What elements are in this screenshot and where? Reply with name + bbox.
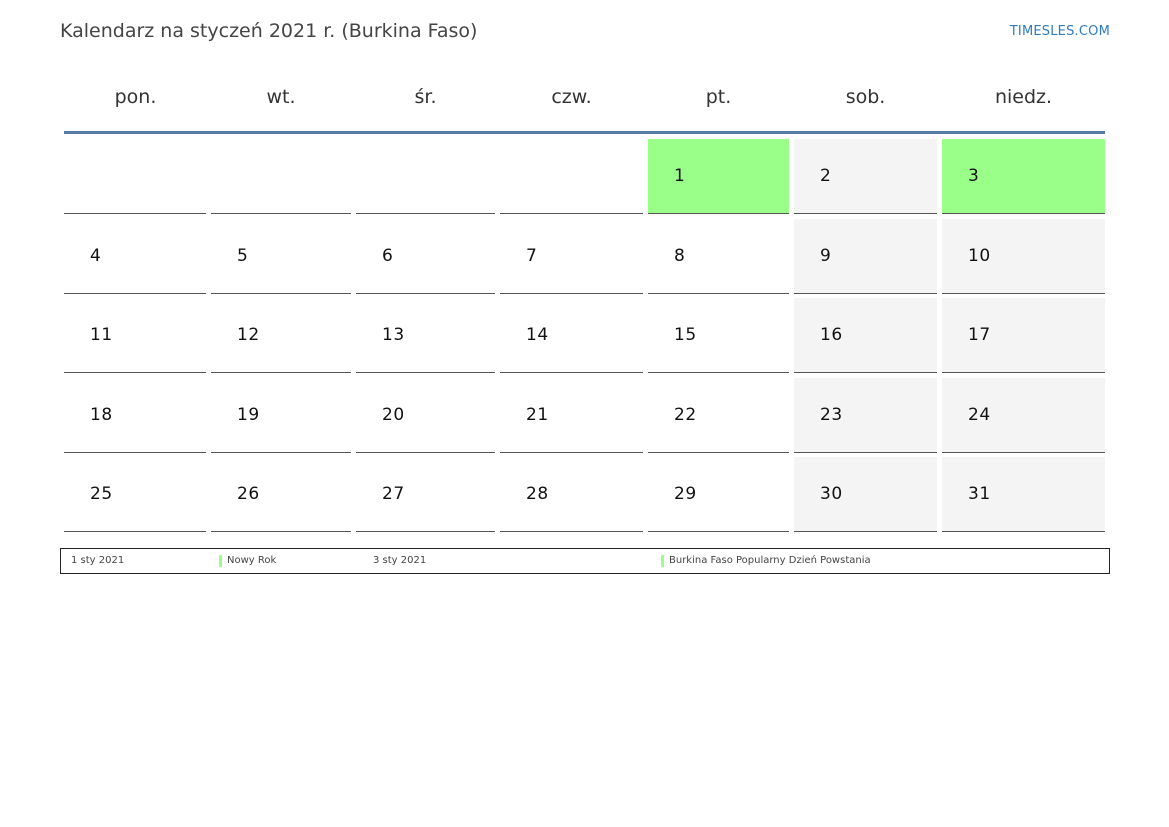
day-number: 31 <box>968 484 991 504</box>
day-number: 22 <box>674 405 697 425</box>
day-cell-19[interactable]: 19 <box>211 378 351 453</box>
day-number: 7 <box>526 246 538 266</box>
weekday-tue: wt. <box>266 86 296 108</box>
weekday-fri: pt. <box>705 86 732 108</box>
day-number: 26 <box>237 484 260 504</box>
day-number: 10 <box>968 246 991 266</box>
day-number: 15 <box>674 325 697 345</box>
legend-swatch-1 <box>219 555 222 567</box>
day-cell-28[interactable]: 28 <box>500 457 643 532</box>
day-cell-29[interactable]: 29 <box>648 457 789 532</box>
day-cell-15[interactable]: 15 <box>648 298 789 373</box>
day-cell-6[interactable]: 6 <box>356 219 495 294</box>
day-number: 11 <box>90 325 113 345</box>
day-number: 4 <box>90 246 102 266</box>
day-number: 27 <box>382 484 405 504</box>
day-cell-2[interactable]: 2 <box>794 139 937 214</box>
day-cell-9[interactable]: 9 <box>794 219 937 294</box>
empty-cell-w1-wed <box>356 139 495 214</box>
day-cell-5[interactable]: 5 <box>211 219 351 294</box>
day-number: 14 <box>526 325 549 345</box>
day-cell-13[interactable]: 13 <box>356 298 495 373</box>
page-title: Kalendarz na styczeń 2021 r. (Burkina Fa… <box>60 20 478 42</box>
day-cell-14[interactable]: 14 <box>500 298 643 373</box>
day-number: 29 <box>674 484 697 504</box>
day-cell-20[interactable]: 20 <box>356 378 495 453</box>
day-number: 12 <box>237 325 260 345</box>
day-cell-11[interactable]: 11 <box>64 298 206 373</box>
day-number: 21 <box>526 405 549 425</box>
day-cell-1[interactable]: 1 <box>648 139 789 214</box>
day-number: 17 <box>968 325 991 345</box>
header-rule <box>64 131 1105 134</box>
day-cell-26[interactable]: 26 <box>211 457 351 532</box>
day-cell-27[interactable]: 27 <box>356 457 495 532</box>
empty-cell-w1-thu <box>500 139 643 214</box>
day-cell-21[interactable]: 21 <box>500 378 643 453</box>
day-cell-16[interactable]: 16 <box>794 298 937 373</box>
day-number: 16 <box>820 325 843 345</box>
legend-swatch-2 <box>661 555 664 567</box>
weekday-mon: pon. <box>114 86 157 108</box>
weekday-header-row: pon. wt. śr. czw. pt. sob. niedz. <box>64 86 1105 112</box>
empty-cell-w1-tue <box>211 139 351 214</box>
day-cell-24[interactable]: 24 <box>942 378 1105 453</box>
day-number: 23 <box>820 405 843 425</box>
day-cell-22[interactable]: 22 <box>648 378 789 453</box>
day-number: 2 <box>820 166 832 186</box>
calendar-grid: 1 2 3 4 5 6 7 8 9 10 11 12 13 14 15 16 17 18 19 20 21 22 23 24 2… <box>64 139 1105 532</box>
day-cell-3[interactable]: 3 <box>942 139 1105 214</box>
day-number: 24 <box>968 405 991 425</box>
legend-holiday-label-1: Nowy Rok <box>227 555 277 566</box>
day-number: 5 <box>237 246 249 266</box>
day-cell-25[interactable]: 25 <box>64 457 206 532</box>
site-link[interactable]: TIMESLES.COM <box>1009 24 1110 39</box>
day-number: 6 <box>382 246 394 266</box>
day-cell-23[interactable]: 23 <box>794 378 937 453</box>
day-cell-17[interactable]: 17 <box>942 298 1105 373</box>
day-number: 30 <box>820 484 843 504</box>
day-number: 19 <box>237 405 260 425</box>
day-cell-10[interactable]: 10 <box>942 219 1105 294</box>
day-number: 8 <box>674 246 686 266</box>
weekday-wed: śr. <box>414 86 437 108</box>
legend-holiday-label-2: Burkina Faso Popularny Dzień Powstania <box>669 555 871 566</box>
weekday-sat: sob. <box>845 86 886 108</box>
day-number: 28 <box>526 484 549 504</box>
weekday-sun: niedz. <box>994 86 1053 108</box>
day-cell-30[interactable]: 30 <box>794 457 937 532</box>
day-cell-12[interactable]: 12 <box>211 298 351 373</box>
legend-date-2: 3 sty 2021 <box>373 555 427 566</box>
day-number: 20 <box>382 405 405 425</box>
legend-holiday-2: Burkina Faso Popularny Dzień Powstania <box>661 555 871 567</box>
weekday-thu: czw. <box>551 86 592 108</box>
day-number: 3 <box>968 166 980 186</box>
day-cell-7[interactable]: 7 <box>500 219 643 294</box>
day-cell-18[interactable]: 18 <box>64 378 206 453</box>
day-number: 25 <box>90 484 113 504</box>
day-cell-31[interactable]: 31 <box>942 457 1105 532</box>
day-number: 13 <box>382 325 405 345</box>
legend-holiday-1: Nowy Rok <box>219 555 277 567</box>
day-number: 18 <box>90 405 113 425</box>
day-number: 9 <box>820 246 832 266</box>
empty-cell-w1-mon <box>64 139 206 214</box>
day-number: 1 <box>674 166 686 186</box>
legend-date-1: 1 sty 2021 <box>71 555 125 566</box>
day-cell-8[interactable]: 8 <box>648 219 789 294</box>
day-cell-4[interactable]: 4 <box>64 219 206 294</box>
holiday-legend: 1 sty 2021 Nowy Rok 3 sty 2021 Burkina F… <box>60 548 1110 574</box>
